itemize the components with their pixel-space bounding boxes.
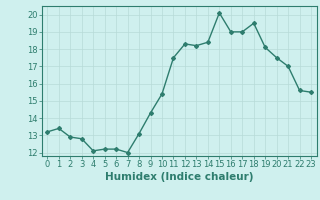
X-axis label: Humidex (Indice chaleur): Humidex (Indice chaleur) [105,172,253,182]
